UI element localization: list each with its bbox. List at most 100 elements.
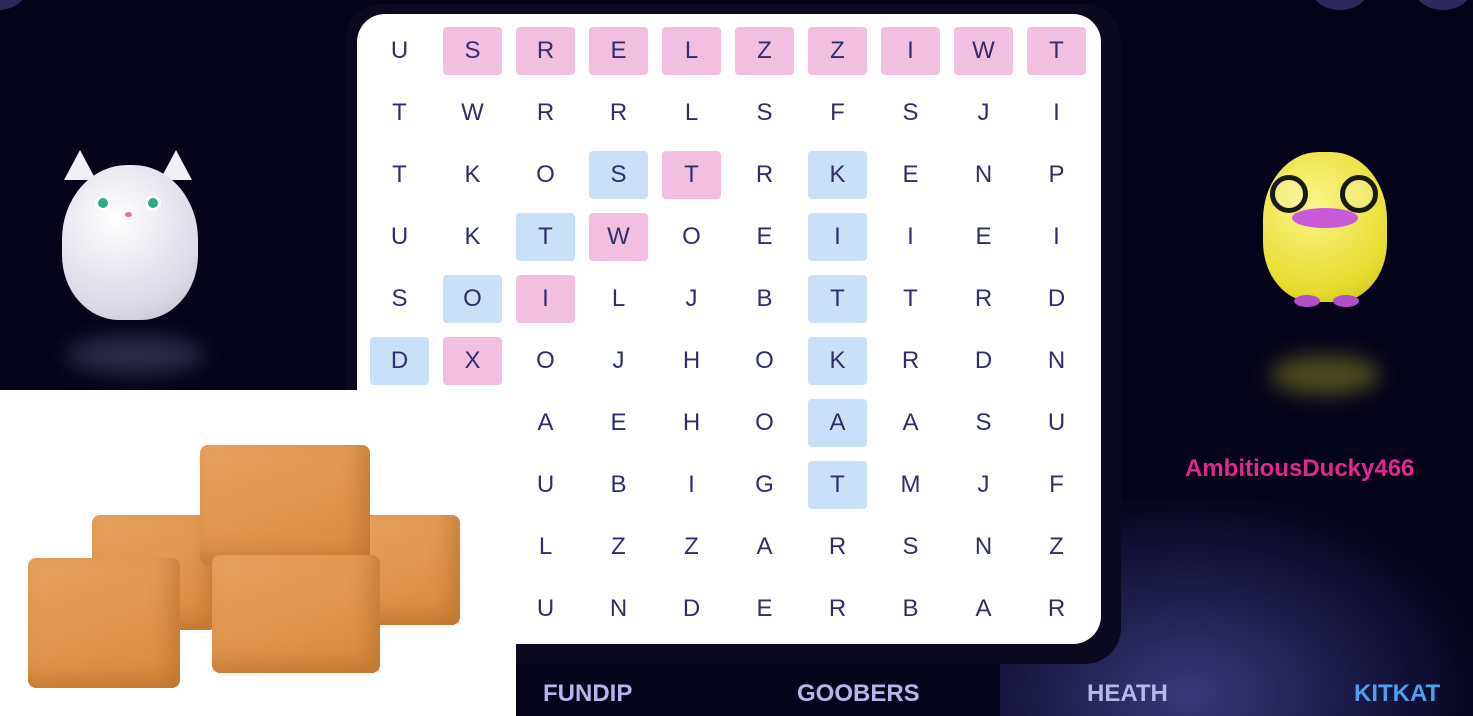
grid-cell[interactable]: O bbox=[682, 223, 701, 250]
grid-cell[interactable]: Z bbox=[1049, 533, 1064, 560]
grid-cell[interactable]: T bbox=[808, 275, 867, 323]
grid-cell[interactable]: Z bbox=[735, 27, 794, 75]
grid-cell[interactable]: R bbox=[755, 161, 774, 188]
grid-cell[interactable]: T bbox=[1027, 27, 1086, 75]
grid-cell[interactable]: R bbox=[828, 595, 847, 622]
top-left-button[interactable] bbox=[0, 0, 26, 10]
grid-cell[interactable]: T bbox=[662, 151, 721, 199]
grid-cell[interactable]: D bbox=[1047, 285, 1066, 312]
grid-cell[interactable]: B bbox=[756, 285, 773, 312]
grid-cell[interactable]: B bbox=[902, 595, 919, 622]
grid-cell[interactable]: S bbox=[756, 99, 773, 126]
grid-cell[interactable]: K bbox=[808, 337, 867, 385]
grid-cell[interactable]: I bbox=[1053, 223, 1060, 250]
grid-cell[interactable]: R bbox=[536, 99, 555, 126]
grid-cell[interactable]: E bbox=[975, 223, 992, 250]
grid-cell[interactable]: U bbox=[390, 223, 409, 250]
grid-cell[interactable]: D bbox=[682, 595, 701, 622]
grid-cell[interactable]: I bbox=[688, 471, 695, 498]
grid-cell[interactable]: O bbox=[536, 161, 555, 188]
cat-nose-icon bbox=[125, 212, 132, 217]
grid-cell[interactable]: O bbox=[755, 347, 774, 374]
grid-cell[interactable]: S bbox=[902, 99, 919, 126]
grid-cell[interactable]: F bbox=[1049, 471, 1064, 498]
grid-cell[interactable]: J bbox=[977, 99, 990, 126]
grid-cell[interactable]: R bbox=[1047, 595, 1066, 622]
grid-cell[interactable]: J bbox=[977, 471, 990, 498]
grid-cell[interactable]: O bbox=[755, 409, 774, 436]
grid-cell[interactable]: E bbox=[589, 27, 648, 75]
grid-cell[interactable]: K bbox=[464, 161, 481, 188]
grid-cell[interactable]: X bbox=[443, 337, 502, 385]
grid-cell[interactable]: W bbox=[589, 213, 648, 261]
grid-cell[interactable]: A bbox=[756, 533, 773, 560]
grid-cell[interactable]: S bbox=[589, 151, 648, 199]
grid-cell[interactable]: U bbox=[536, 595, 555, 622]
grid-cell[interactable]: N bbox=[609, 595, 628, 622]
grid-cell[interactable]: I bbox=[907, 223, 914, 250]
grid-cell[interactable]: S bbox=[391, 285, 408, 312]
grid-cell[interactable]: L bbox=[684, 99, 699, 126]
grid-cell[interactable]: H bbox=[682, 409, 701, 436]
grid-cell[interactable]: J bbox=[685, 285, 698, 312]
grid-cell[interactable]: T bbox=[392, 161, 407, 188]
grid-cell[interactable]: M bbox=[900, 471, 921, 498]
grid-cell[interactable]: A bbox=[537, 409, 554, 436]
grid-cell[interactable]: A bbox=[902, 409, 919, 436]
grid-cell[interactable]: T bbox=[808, 461, 867, 509]
grid-cell[interactable]: Z bbox=[684, 533, 699, 560]
grid-cell[interactable]: D bbox=[974, 347, 993, 374]
duck-foot-icon bbox=[1333, 295, 1359, 307]
grid-cell[interactable]: P bbox=[1048, 161, 1065, 188]
grid-cell[interactable]: N bbox=[974, 533, 993, 560]
grid-cell[interactable]: E bbox=[756, 223, 773, 250]
grid-cell[interactable]: T bbox=[903, 285, 918, 312]
grid-cell[interactable]: L bbox=[662, 27, 721, 75]
grid-cell[interactable]: K bbox=[808, 151, 867, 199]
grid-cell[interactable]: N bbox=[1047, 347, 1066, 374]
grid-cell[interactable]: N bbox=[974, 161, 993, 188]
top-right-button-2[interactable] bbox=[1415, 0, 1471, 10]
grid-cell[interactable]: W bbox=[954, 27, 1013, 75]
top-right-button-1[interactable] bbox=[1312, 0, 1368, 10]
grid-cell[interactable]: U bbox=[1047, 409, 1066, 436]
grid-cell[interactable]: O bbox=[536, 347, 555, 374]
grid-cell[interactable]: U bbox=[390, 37, 409, 64]
grid-cell[interactable]: K bbox=[464, 223, 481, 250]
grid-cell[interactable]: A bbox=[808, 399, 867, 447]
grid-cell[interactable]: Z bbox=[611, 533, 626, 560]
grid-cell[interactable]: I bbox=[1053, 99, 1060, 126]
grid-cell[interactable]: S bbox=[975, 409, 992, 436]
grid-cell[interactable]: I bbox=[516, 275, 575, 323]
grid-cell[interactable]: S bbox=[443, 27, 502, 75]
grid-cell[interactable]: G bbox=[755, 471, 774, 498]
grid-cell[interactable]: A bbox=[975, 595, 992, 622]
grid-cell[interactable]: T bbox=[516, 213, 575, 261]
grid-cell[interactable]: R bbox=[974, 285, 993, 312]
grid-cell[interactable]: B bbox=[610, 471, 627, 498]
grid-cell[interactable]: F bbox=[830, 99, 845, 126]
grid-cell[interactable]: E bbox=[610, 409, 627, 436]
word-item-heath: HEATH bbox=[1087, 680, 1168, 707]
grid-cell[interactable]: T bbox=[392, 99, 407, 126]
cat-body bbox=[62, 165, 198, 320]
grid-cell[interactable]: E bbox=[756, 595, 773, 622]
grid-cell[interactable]: S bbox=[902, 533, 919, 560]
grid-cell[interactable]: W bbox=[461, 99, 484, 126]
grid-cell[interactable]: U bbox=[536, 471, 555, 498]
grid-cell[interactable]: R bbox=[901, 347, 920, 374]
grid-cell[interactable]: H bbox=[682, 347, 701, 374]
grid-cell[interactable]: O bbox=[443, 275, 502, 323]
grid-cell[interactable]: R bbox=[828, 533, 847, 560]
grid-cell[interactable]: D bbox=[370, 337, 429, 385]
grid-cell[interactable]: I bbox=[881, 27, 940, 75]
cat-ear-icon bbox=[64, 150, 96, 180]
grid-cell[interactable]: L bbox=[538, 533, 553, 560]
grid-cell[interactable]: E bbox=[902, 161, 919, 188]
grid-cell[interactable]: Z bbox=[808, 27, 867, 75]
grid-cell[interactable]: I bbox=[808, 213, 867, 261]
grid-cell[interactable]: J bbox=[612, 347, 625, 374]
grid-cell[interactable]: L bbox=[611, 285, 626, 312]
grid-cell[interactable]: R bbox=[609, 99, 628, 126]
grid-cell[interactable]: R bbox=[516, 27, 575, 75]
